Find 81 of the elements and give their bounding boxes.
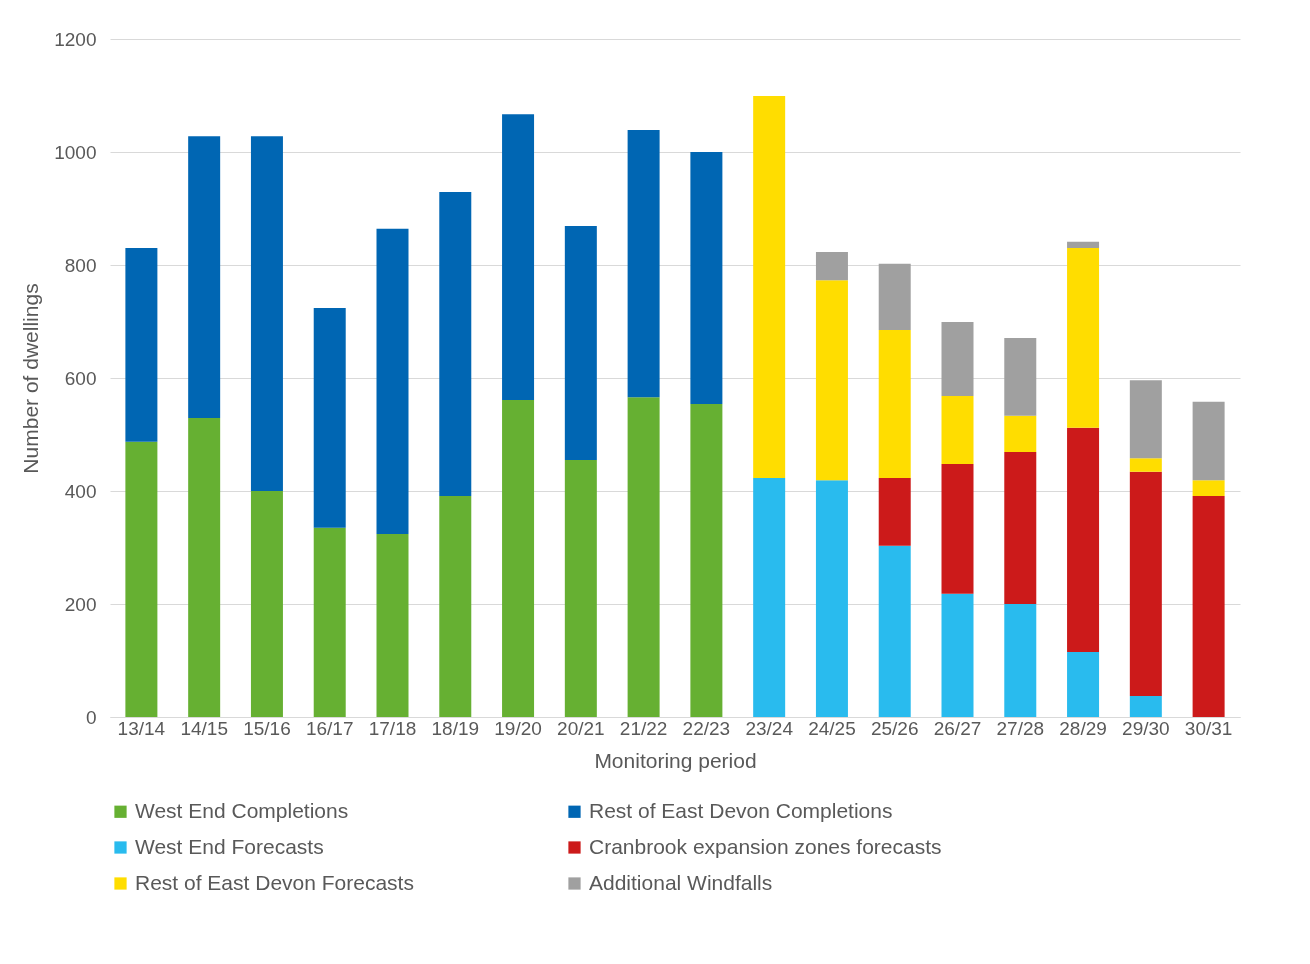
- bar: [1004, 452, 1037, 604]
- bar: [941, 396, 974, 464]
- x-tick-label: 16/17: [305, 717, 354, 739]
- y-tick-label: 400: [64, 480, 97, 502]
- bar: [1129, 696, 1162, 717]
- legend-label: Cranbrook expansion zones forecasts: [589, 834, 942, 858]
- bar: [376, 228, 409, 534]
- x-tick-label: 19/20: [494, 717, 542, 739]
- bar: [815, 280, 848, 481]
- bar: [1004, 337, 1037, 416]
- bar: [125, 441, 158, 717]
- x-axis-title: Monitoring period: [594, 748, 757, 772]
- bar: [502, 400, 535, 717]
- bar: [878, 263, 911, 330]
- legend-label: Rest of East Devon Completions: [589, 798, 893, 822]
- legend-label: West End Completions: [135, 798, 349, 822]
- legend-label: Rest of East Devon Forecasts: [135, 870, 414, 894]
- y-tick-label: 0: [85, 706, 97, 728]
- x-tick-label: 15/16: [243, 717, 291, 739]
- bar: [502, 114, 535, 401]
- bar: [627, 397, 660, 717]
- x-tick-label: 29/30: [1122, 717, 1170, 739]
- bar: [815, 252, 848, 281]
- bar: [1067, 652, 1100, 717]
- x-tick-label: 21/22: [619, 717, 668, 739]
- y-tick-label: 600: [64, 367, 97, 389]
- bar: [1067, 427, 1100, 653]
- bar: [439, 496, 472, 717]
- bar: [1004, 604, 1037, 717]
- x-tick-label: 14/15: [180, 717, 228, 739]
- bar: [878, 478, 911, 546]
- x-tick-label: 18/19: [431, 717, 480, 739]
- x-tick-label: 20/21: [557, 717, 605, 739]
- bar: [1192, 496, 1225, 717]
- bar: [941, 463, 974, 594]
- x-tick-label: 23/24: [745, 717, 794, 739]
- y-tick-label: 800: [64, 254, 97, 276]
- bar: [1067, 248, 1100, 428]
- bar: [753, 478, 786, 717]
- x-tick-label: 30/31: [1184, 717, 1233, 739]
- bar: [188, 418, 221, 717]
- bar: [188, 136, 221, 419]
- bar: [313, 307, 346, 528]
- y-axis-title: Number of dwellings: [19, 283, 43, 474]
- bar: [1004, 415, 1037, 453]
- bar: [1192, 480, 1225, 497]
- bar: [627, 129, 660, 398]
- bar: [1129, 471, 1162, 697]
- bar: [250, 136, 283, 491]
- x-tick-label: 27/28: [996, 717, 1045, 739]
- bar: [878, 545, 911, 717]
- bar: [376, 533, 409, 717]
- y-tick-label: 1200: [54, 28, 97, 50]
- bar: [753, 96, 786, 479]
- bar: [250, 491, 283, 717]
- legend-label: West End Forecasts: [135, 834, 324, 858]
- y-tick-label: 1000: [54, 141, 97, 163]
- bar: [1129, 458, 1162, 472]
- x-tick-label: 22/23: [682, 717, 731, 739]
- bar: [815, 480, 848, 717]
- bar: [564, 459, 597, 717]
- bar: [690, 152, 723, 404]
- bar: [125, 248, 158, 442]
- bar: [439, 192, 472, 497]
- x-tick-label: 28/29: [1059, 717, 1107, 739]
- bar: [941, 322, 974, 397]
- x-tick-label: 13/14: [117, 717, 166, 739]
- bar: [564, 226, 597, 460]
- bar: [1192, 401, 1225, 481]
- y-tick-label: 200: [64, 593, 97, 615]
- bar: [313, 527, 346, 717]
- bar: [1129, 380, 1162, 459]
- bar: [941, 593, 974, 717]
- x-tick-label: 24/25: [808, 717, 856, 739]
- x-tick-label: 26/27: [933, 717, 982, 739]
- legend-label: Additional Windfalls: [589, 870, 773, 894]
- x-tick-label: 25/26: [870, 717, 919, 739]
- bar: [878, 329, 911, 479]
- bar: [690, 403, 723, 717]
- x-tick-label: 17/18: [368, 717, 417, 739]
- bar: [1067, 241, 1100, 249]
